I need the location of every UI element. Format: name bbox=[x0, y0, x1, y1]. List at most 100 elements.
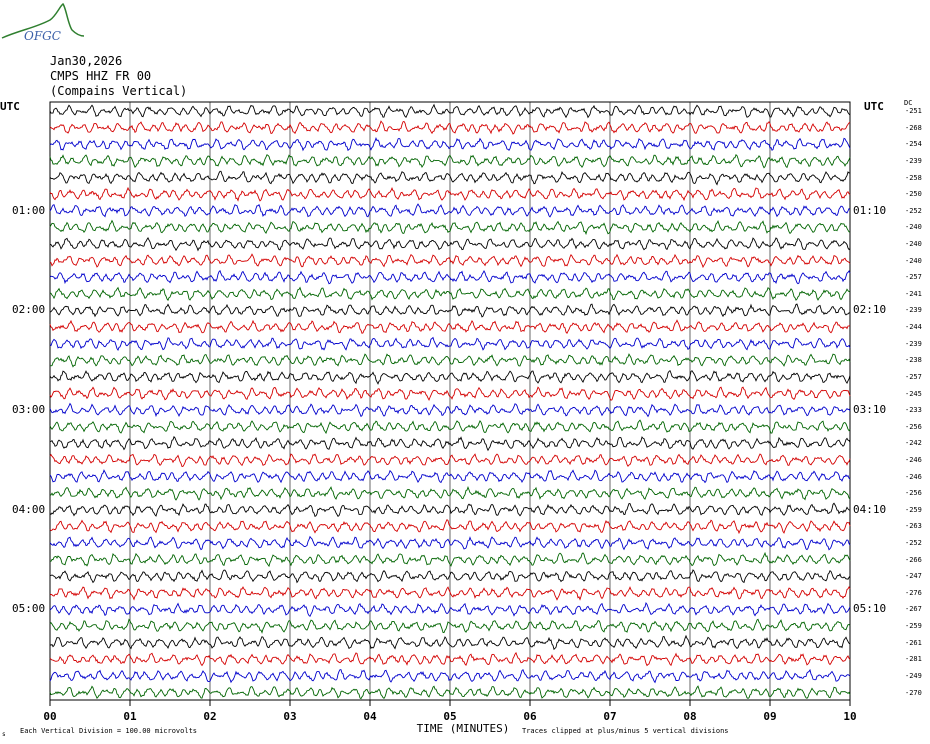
dc-offset-label: -240 bbox=[905, 223, 922, 232]
time-label-left: 03:00 bbox=[12, 403, 46, 417]
dc-offset-label: -263 bbox=[905, 522, 922, 531]
x-tick-label: 10 bbox=[843, 710, 856, 723]
trace-20 bbox=[49, 419, 851, 435]
dc-offset-label: -252 bbox=[905, 539, 922, 548]
time-label-right: 04:10 bbox=[853, 502, 887, 516]
trace-7 bbox=[49, 203, 851, 218]
trace-22 bbox=[49, 453, 851, 468]
station-desc-label: (Compains Vertical) bbox=[50, 84, 188, 98]
dc-offset-label: -244 bbox=[905, 323, 922, 332]
dc-offset-label: -247 bbox=[905, 572, 922, 581]
time-label-right: 01:10 bbox=[853, 203, 887, 217]
dc-offset-label: -239 bbox=[905, 156, 922, 165]
traces bbox=[49, 103, 851, 700]
scale-note: Each Vertical Division = 100.00 microvol… bbox=[20, 727, 197, 735]
ofgc-logo: OFGC bbox=[1, 2, 85, 43]
trace-25 bbox=[49, 502, 851, 517]
dc-offset-label: -258 bbox=[905, 173, 922, 182]
dc-offset-label: -270 bbox=[905, 688, 922, 697]
x-tick-label: 09 bbox=[763, 710, 776, 723]
trace-12 bbox=[49, 286, 851, 302]
logo-text: OFGC bbox=[24, 29, 61, 43]
dc-offset-label: -245 bbox=[905, 389, 922, 398]
time-label-right: 02:10 bbox=[853, 303, 887, 317]
dc-offset-label: -268 bbox=[905, 123, 922, 132]
trace-32 bbox=[49, 618, 851, 634]
trace-10 bbox=[49, 253, 851, 269]
trace-28 bbox=[49, 551, 851, 568]
trace-23 bbox=[49, 469, 851, 484]
dc-offset-label: -281 bbox=[905, 655, 922, 664]
dc-offset-label: -257 bbox=[905, 372, 922, 381]
dc-offset-label: -249 bbox=[905, 671, 922, 680]
dc-offset-label: -267 bbox=[905, 605, 922, 614]
dc-offset-label: -259 bbox=[905, 505, 922, 514]
trace-33 bbox=[49, 634, 851, 651]
trace-14 bbox=[49, 319, 851, 334]
dc-offset-label: -276 bbox=[905, 588, 922, 597]
dc-offset-label: -256 bbox=[905, 422, 922, 431]
dc-offset-label: -239 bbox=[905, 339, 922, 348]
x-tick-label: 02 bbox=[203, 710, 216, 723]
trace-1 bbox=[49, 103, 851, 119]
dc-offset-label: -256 bbox=[905, 489, 922, 498]
trace-17 bbox=[49, 370, 851, 385]
trace-24 bbox=[49, 486, 851, 501]
dc-offset-label: -239 bbox=[905, 306, 922, 315]
x-tick-label: 01 bbox=[123, 710, 137, 723]
dc-offset-label: -259 bbox=[905, 622, 922, 631]
x-tick-label: 07 bbox=[603, 710, 616, 723]
dc-offset-label: -246 bbox=[905, 472, 922, 481]
dc-offset-label: -233 bbox=[905, 406, 922, 415]
trace-21 bbox=[49, 435, 851, 452]
trace-18 bbox=[49, 386, 851, 401]
dc-offset-label: -261 bbox=[905, 638, 922, 647]
trace-5 bbox=[49, 170, 851, 186]
utc-label-left: UTC bbox=[0, 100, 20, 113]
dc-offset-label: -252 bbox=[905, 206, 922, 215]
trace-9 bbox=[49, 236, 851, 252]
corner-mark: s bbox=[2, 731, 6, 738]
trace-29 bbox=[49, 569, 851, 584]
clip-note: Traces clipped at plus/minus 5 vertical … bbox=[522, 727, 729, 735]
time-label-right: 03:10 bbox=[853, 403, 887, 417]
dc-offset-label: -250 bbox=[905, 190, 922, 199]
trace-26 bbox=[49, 518, 851, 535]
dc-offset-label: -251 bbox=[905, 107, 922, 116]
dc-offset-label: -257 bbox=[905, 273, 922, 282]
trace-6 bbox=[49, 186, 851, 202]
dc-offset-label: -266 bbox=[905, 555, 922, 564]
time-label-left: 02:00 bbox=[12, 303, 46, 317]
dc-offset-label: -238 bbox=[905, 356, 922, 365]
x-tick-label: 06 bbox=[523, 710, 537, 723]
trace-34 bbox=[49, 651, 851, 667]
logo-swoosh bbox=[1, 2, 85, 39]
trace-4 bbox=[49, 154, 851, 169]
trace-15 bbox=[49, 336, 851, 351]
trace-11 bbox=[49, 269, 851, 285]
trace-19 bbox=[49, 402, 851, 418]
trace-8 bbox=[49, 219, 851, 236]
date-label: Jan30,2026 bbox=[50, 54, 123, 68]
trace-27 bbox=[49, 535, 851, 551]
time-label-left: 04:00 bbox=[12, 502, 46, 516]
x-axis: 00 01 02 03 04 05 06 07 08 09 10 bbox=[43, 700, 857, 723]
utc-label-right: UTC bbox=[864, 100, 884, 113]
trace-3 bbox=[49, 136, 851, 152]
time-label-left: 01:00 bbox=[12, 203, 46, 217]
trace-16 bbox=[49, 353, 851, 368]
x-axis-label: TIME (MINUTES) bbox=[417, 722, 510, 735]
dc-offset-label: -241 bbox=[905, 289, 922, 298]
dc-offset-label: -240 bbox=[905, 256, 922, 265]
channel-label: CMPS HHZ FR 00 bbox=[50, 69, 152, 83]
x-tick-label: 03 bbox=[283, 710, 296, 723]
plot-grid bbox=[49, 101, 851, 701]
time-label-right: 05:10 bbox=[853, 602, 887, 616]
x-tick-label: 05 bbox=[443, 710, 456, 723]
dc-offset-label: -254 bbox=[905, 140, 922, 149]
dc-offset-label: -242 bbox=[905, 439, 922, 448]
dc-offset-label: -246 bbox=[905, 455, 922, 464]
x-tick-label: 08 bbox=[683, 710, 696, 723]
dc-offset-label: -240 bbox=[905, 240, 922, 249]
